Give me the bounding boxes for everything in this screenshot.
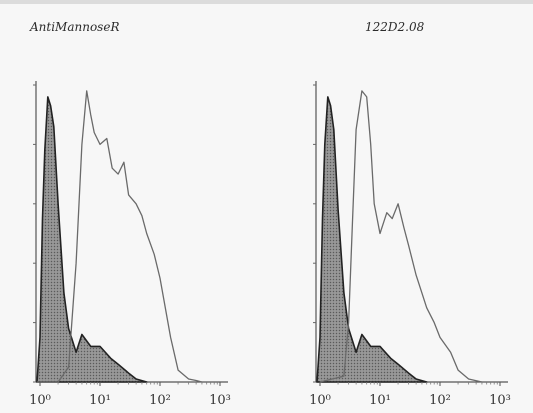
x-tick-label: 10³ — [209, 393, 231, 408]
top-border — [0, 0, 533, 4]
antibody-stain-histogram — [37, 90, 203, 383]
x-tick-label: 10⁰ — [29, 393, 51, 408]
x-tick-label: 10³ — [489, 393, 511, 408]
x-tick-label: 10¹ — [369, 393, 391, 408]
antibody-stain-histogram — [319, 90, 483, 383]
panel-title-right: 122D2.08 — [365, 20, 425, 34]
panel-title-left: AntiMannoseR — [30, 20, 120, 34]
x-tick-label: 10² — [429, 393, 451, 408]
panel-antimannoser: 10⁰ 10¹ 10² 10³ — [29, 81, 231, 408]
panel-122d2-08: 10⁰ 10¹ 10² 10³ — [309, 81, 511, 408]
x-tick-label: 10⁰ — [309, 393, 331, 408]
x-tick-label: 10² — [149, 393, 171, 408]
isotype-control-histogram — [316, 96, 428, 383]
x-tick-label: 10¹ — [89, 393, 111, 408]
isotype-control-histogram — [36, 96, 148, 383]
